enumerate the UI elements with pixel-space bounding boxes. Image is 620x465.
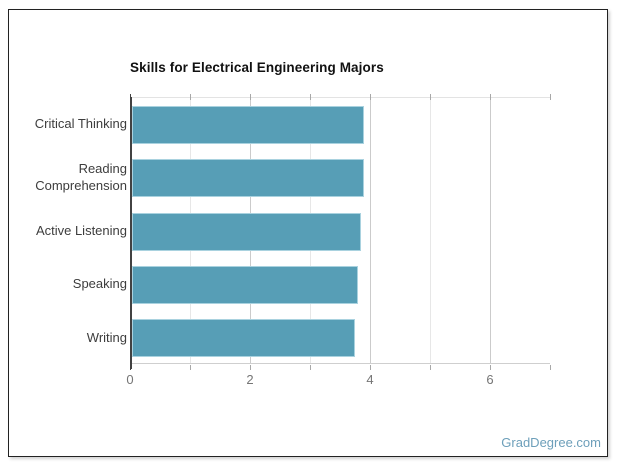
axis-tick-top-7 bbox=[550, 94, 551, 100]
axis-tick-bottom-7 bbox=[550, 365, 551, 370]
gridline-4 bbox=[370, 98, 371, 363]
x-axis-tick-label-2: 2 bbox=[246, 372, 254, 387]
axis-tick-bottom-2 bbox=[250, 365, 251, 370]
watermark-link[interactable]: GradDegree.com bbox=[501, 435, 601, 450]
axis-tick-top-2 bbox=[250, 94, 251, 100]
category-label-critical-thinking: Critical Thinking bbox=[34, 116, 127, 132]
axis-tick-top-3 bbox=[310, 94, 311, 100]
axis-tick-bottom-0 bbox=[130, 365, 131, 370]
category-label-active-listening: Active Listening bbox=[35, 222, 127, 238]
bar-reading-comprehension bbox=[132, 159, 364, 198]
axis-tick-bottom-6 bbox=[490, 365, 491, 370]
x-axis-tick-label-0: 0 bbox=[126, 372, 134, 387]
plot-area bbox=[130, 97, 550, 364]
axis-tick-bottom-5 bbox=[430, 365, 431, 370]
x-axis-tick-label-6: 6 bbox=[486, 372, 494, 387]
y-axis-spine bbox=[130, 97, 132, 369]
bar-writing bbox=[132, 319, 355, 358]
bar-critical-thinking bbox=[132, 105, 364, 144]
category-label-writing: Writing bbox=[86, 329, 127, 345]
category-label-reading-comprehension: Reading Comprehension bbox=[35, 161, 127, 194]
axis-tick-bottom-4 bbox=[370, 365, 371, 370]
axis-tick-top-4 bbox=[370, 94, 371, 100]
bar-active-listening bbox=[132, 212, 361, 251]
chart-title: Skills for Electrical Engineering Majors bbox=[130, 60, 384, 75]
axis-tick-top-5 bbox=[430, 94, 431, 100]
axis-tick-top-6 bbox=[490, 94, 491, 100]
axis-tick-top-1 bbox=[190, 94, 191, 100]
axis-tick-bottom-3 bbox=[310, 365, 311, 370]
bar-speaking bbox=[132, 265, 358, 304]
axis-tick-top-0 bbox=[130, 94, 131, 100]
gridline-5 bbox=[430, 98, 431, 363]
chart-card: Skills for Electrical Engineering Majors… bbox=[8, 9, 608, 457]
axis-tick-bottom-1 bbox=[190, 365, 191, 370]
x-axis-tick-label-4: 4 bbox=[366, 372, 374, 387]
category-label-speaking: Speaking bbox=[72, 276, 127, 292]
gridline-6 bbox=[490, 98, 491, 363]
